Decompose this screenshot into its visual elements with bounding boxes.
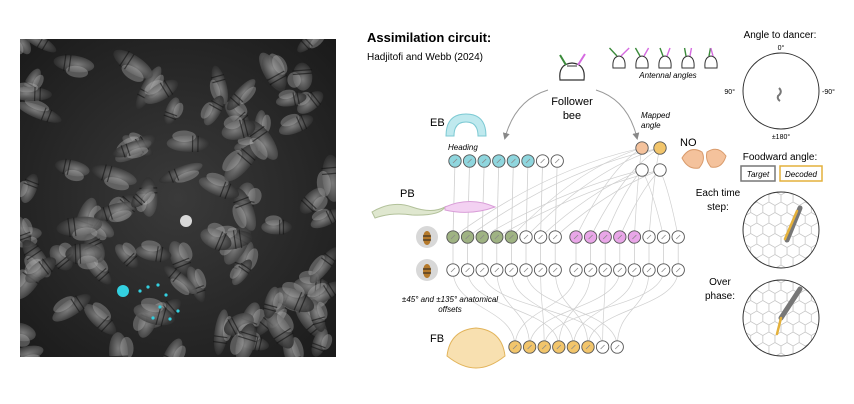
decoded-legend-box: [779, 165, 823, 182]
neuron-no-3: [635, 163, 649, 177]
antennal-icon-5: [704, 47, 718, 69]
neuron-no-2: [653, 141, 667, 155]
antennal-icon-1: [608, 47, 630, 69]
follower-marker: [117, 285, 129, 297]
antennal-angles-label: Antennal angles: [638, 71, 696, 80]
follower-label-line1: Follower: [551, 96, 593, 108]
follower-label-line2: bee: [563, 110, 581, 122]
eb-shape: [445, 113, 487, 137]
target-legend-label: Target: [747, 170, 770, 179]
antennal-icon-4: [681, 47, 695, 69]
each-step-label-2: step:: [707, 202, 729, 213]
arrow-to-no: [595, 89, 640, 140]
offsets-label-1: ±45° and ±135° anatomical: [402, 295, 498, 304]
dancer-marker: [180, 215, 192, 227]
region-fb-label: FB: [430, 333, 444, 345]
decoded-legend-label: Decoded: [785, 170, 818, 179]
connection-lines: [452, 147, 679, 348]
citation: Hadjitofi and Webb (2024): [367, 52, 483, 63]
mapped-angle-label-1: Mapped: [641, 111, 670, 120]
neuron-no-4: [653, 163, 667, 177]
antennal-icon-3: [658, 47, 672, 69]
circuit-diagram: Assimilation circuit: Hadjitofi and Webb…: [367, 30, 835, 369]
angle-right-label: -90°: [822, 88, 835, 96]
bee-icon-fb: [423, 264, 431, 278]
diagram-title: Assimilation circuit:: [367, 30, 491, 45]
foodward-title: Foodward angle:: [743, 152, 818, 163]
mapped-angle-label-2: angle: [641, 121, 661, 130]
heading-label: Heading: [448, 143, 478, 152]
antennal-icon-2: [634, 47, 650, 69]
angle-left-label: 90°: [724, 88, 735, 96]
bee-icon-pb: [423, 231, 431, 245]
region-eb-label: EB: [430, 117, 445, 129]
pb-shape: [371, 203, 447, 219]
arrow-to-eb: [502, 89, 549, 140]
follower-bee-icon: [559, 53, 586, 81]
each-step-label-1: Each time: [696, 188, 741, 199]
neuron-no-1: [635, 141, 649, 155]
fb-shape: [446, 327, 506, 369]
hive-photo: [20, 39, 336, 357]
no-shape: [681, 148, 727, 169]
angle-trace: [776, 87, 782, 102]
angle-top-label: 0°: [778, 44, 785, 52]
angle-panel-title: Angle to dancer:: [744, 30, 817, 41]
over-phase-label-1: Over: [709, 277, 731, 288]
offsets-label-2: offsets: [438, 305, 462, 314]
antennal-angle-icons: [608, 47, 718, 69]
target-legend-box: [740, 165, 776, 182]
each-time-step-dial: [742, 191, 820, 269]
region-no-label: NO: [680, 137, 697, 149]
over-phase-label-2: phase:: [705, 291, 735, 302]
angle-bottom-label: ±180°: [772, 133, 791, 141]
region-pb-label: PB: [400, 188, 415, 200]
over-phase-dial: [742, 279, 820, 357]
